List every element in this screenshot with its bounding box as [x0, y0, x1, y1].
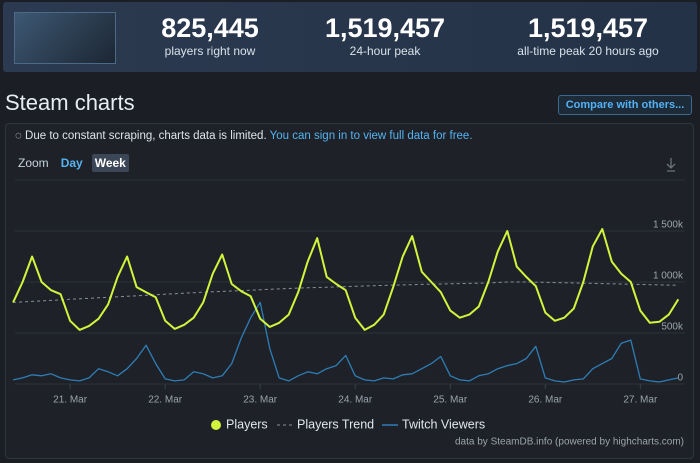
header-band [3, 2, 697, 72]
zoom-option[interactable]: Day [60, 156, 83, 170]
legend-label[interactable]: Players [226, 417, 268, 431]
stat-label: players right now [164, 44, 256, 58]
stat: 1,519,457 all-time peak 20 hours ago [488, 12, 688, 58]
game-logo[interactable] [14, 12, 116, 64]
series-line [13, 281, 679, 303]
x-tick-label: 26. Mar [528, 395, 563, 406]
zoom-bar: Zoom Day Week [15, 154, 135, 172]
legend-label[interactable]: Players Trend [297, 417, 374, 431]
stat-value: 1,519,457 [324, 13, 446, 43]
download-icon[interactable] [666, 158, 676, 172]
section-title: Steam charts [5, 90, 135, 115]
series-line [12, 301, 679, 383]
x-tick-label: 21. Mar [53, 395, 88, 406]
legend-label[interactable]: Twitch Viewers [402, 417, 485, 431]
y-tick-label: 1 500k [653, 220, 684, 231]
legend-symbol [211, 420, 221, 430]
x-tick-label: 24. Mar [338, 395, 373, 406]
compare-button[interactable]: Compare with others... [558, 95, 692, 115]
stat-label: all-time peak 20 hours ago [517, 44, 659, 58]
x-tick-label: 25. Mar [433, 395, 468, 406]
notice: ◌ Due to constant scraping, charts data … [15, 130, 473, 142]
x-tick-label: 27. Mar [623, 395, 658, 406]
x-tick-label: 22. Mar [148, 395, 183, 406]
zoom-option[interactable]: Week [91, 154, 129, 172]
y-tick-label: 1 000k [653, 271, 684, 282]
credits: data by SteamDB.info (powered by highcha… [455, 437, 684, 448]
y-tick-label: 500k [661, 322, 684, 333]
notice-text: Due to constant scraping, charts data is… [25, 130, 267, 142]
stat-value: 825,445 [161, 13, 259, 43]
stat-value: 1,519,457 [527, 13, 649, 43]
zoom-label: Zoom [18, 156, 49, 170]
stat-label: 24-hour peak [349, 44, 421, 58]
series-line [12, 228, 680, 331]
stat: 825,445 players right now [110, 12, 310, 58]
sign-in-link[interactable]: You can sign in to view full data for fr… [269, 130, 473, 142]
stat: 1,519,457 24-hour peak [285, 12, 485, 58]
y-tick-label: 0 [677, 373, 683, 384]
x-tick-label: 23. Mar [243, 395, 278, 406]
